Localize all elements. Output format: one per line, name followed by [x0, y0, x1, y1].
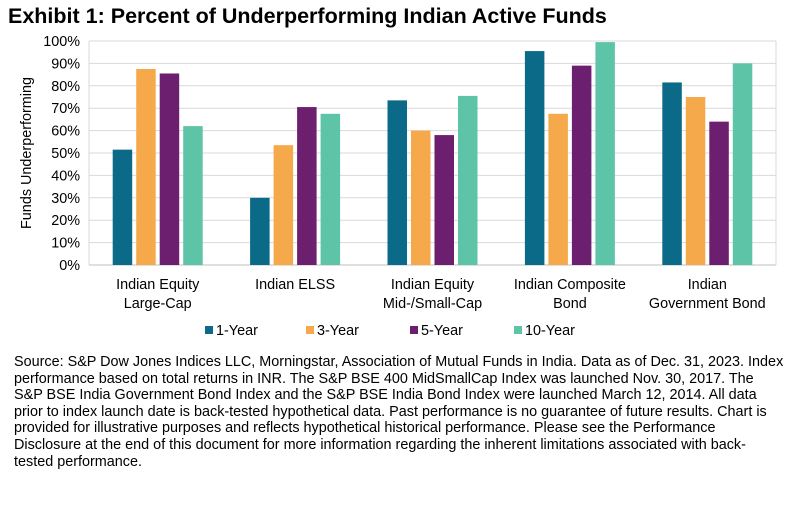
bar-10-year: [320, 113, 341, 265]
legend-swatch: [410, 326, 418, 334]
bar-chart: 0% 10% 20% 30% 40% 50% 60% 70% 80% 90% 100% Indian …: [19, 34, 777, 339]
source-note: Source: S&P Dow Jones Indices LLC, Morni…: [14, 354, 784, 470]
bar-10-year: [732, 63, 753, 266]
y-tick-label: 10%: [51, 236, 80, 252]
legend-label: 10-Year: [525, 323, 575, 339]
bar-3-year: [411, 130, 431, 265]
bar-3-year: [136, 69, 156, 265]
y-axis-label: Funds Underperforming: [19, 77, 35, 229]
legend-label: 5-Year: [421, 323, 463, 339]
legend-swatch: [205, 326, 213, 334]
bar-10-year: [458, 95, 478, 265]
y-tick-label: 50%: [51, 146, 80, 162]
bar-5-year: [434, 135, 454, 265]
bar-10-year: [183, 126, 203, 266]
bar-5-year: [571, 65, 592, 265]
bar-5-year: [709, 121, 729, 265]
y-tick-label: 90%: [51, 56, 80, 72]
bar-3-year: [685, 97, 706, 265]
category-label: Indian ELSS: [255, 277, 335, 293]
y-tick-label: 30%: [51, 191, 80, 207]
y-tick-label: 100%: [43, 34, 80, 50]
y-tick-label: 40%: [51, 168, 80, 184]
bar-5-year: [297, 107, 317, 265]
y-tick-label: 70%: [51, 101, 80, 117]
bar-1-year: [387, 100, 407, 265]
legend-label: 3-Year: [317, 323, 359, 339]
category-label: Indian Equity: [116, 277, 200, 293]
bar-1-year: [524, 51, 545, 265]
y-tick-label: 20%: [51, 213, 80, 229]
bar-3-year: [273, 145, 294, 265]
y-tick-label: 80%: [51, 79, 80, 95]
bar-5-year: [159, 73, 180, 265]
category-label: Indian: [688, 277, 727, 293]
y-tick-label: 0%: [59, 258, 80, 274]
legend-swatch: [514, 326, 522, 334]
bar-10-year: [595, 42, 615, 266]
y-tick-label: 60%: [51, 124, 80, 140]
legend-swatch: [306, 326, 314, 334]
legend-label: 1-Year: [216, 323, 258, 339]
category-label: Large-Cap: [124, 296, 192, 312]
category-label: Indian Equity: [391, 277, 475, 293]
chart-title: Exhibit 1: Percent of Underperforming In…: [8, 4, 607, 28]
category-label: Mid-/Small-Cap: [383, 296, 482, 312]
category-label: Government Bond: [649, 296, 766, 312]
bar-1-year: [250, 197, 270, 265]
category-label: Indian Composite: [514, 277, 626, 293]
bar-3-year: [548, 113, 568, 265]
category-label: Bond: [553, 296, 587, 312]
bar-1-year: [112, 149, 133, 265]
bar-1-year: [662, 82, 682, 265]
